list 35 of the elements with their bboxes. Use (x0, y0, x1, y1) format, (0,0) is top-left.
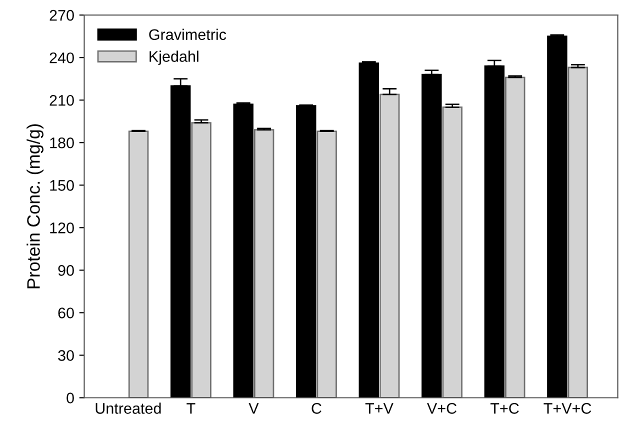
x-tick-label: T+V+C (544, 403, 592, 414)
y-tick-label: 150 (50, 180, 74, 191)
y-axis-title: Protein Conc. (mg/g) (26, 124, 44, 288)
bar (379, 94, 400, 398)
bar (484, 65, 505, 398)
bar (505, 76, 526, 398)
y-tick-label: 240 (50, 52, 74, 64)
x-tick-label: T (186, 403, 196, 414)
y-tick-label: 180 (50, 137, 74, 148)
bar (254, 129, 274, 398)
y-tick-label: 60 (58, 308, 74, 318)
bar (547, 36, 568, 398)
bar (296, 105, 316, 398)
bar (191, 122, 212, 398)
y-tick-label: 0 (66, 392, 74, 404)
legend-label: Gravimetric (149, 28, 226, 40)
bar (568, 66, 588, 398)
x-tick-label: T+V (365, 403, 394, 414)
y-tick-label: 210 (50, 94, 74, 106)
y-tick-label: 270 (50, 10, 74, 21)
x-tick-label: V+C (427, 403, 456, 414)
x-tick-label: Untreated (96, 402, 161, 414)
bar (442, 106, 462, 398)
bar (128, 130, 149, 398)
bar (358, 62, 379, 398)
x-tick-label: T+C (490, 403, 519, 414)
legend-label: Kjedahl (150, 50, 198, 65)
bar (422, 74, 442, 398)
bar (316, 130, 337, 398)
x-tick-label: V (248, 403, 259, 414)
y-tick-label: 90 (58, 265, 74, 276)
y-tick-label: 120 (50, 222, 74, 234)
x-tick-label: C (312, 403, 322, 414)
bar (233, 104, 254, 398)
y-tick-label: 30 (58, 350, 74, 361)
